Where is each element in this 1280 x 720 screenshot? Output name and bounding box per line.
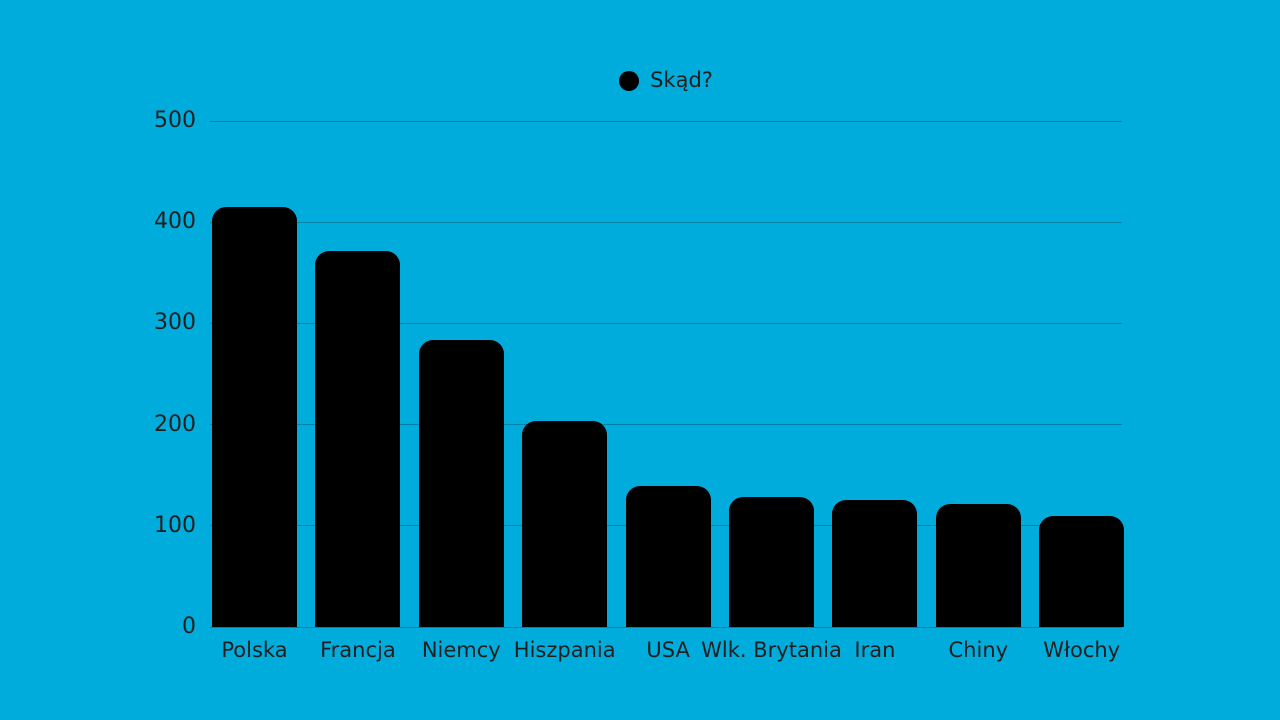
gridline-y-0 [210,626,1122,628]
x-axis-category-label: Chiny [948,638,1009,662]
y-axis-tick-label: 0 [182,614,196,639]
chart-legend: Skąd? [210,70,1122,91]
bar-wlk-brytania [729,497,814,627]
y-axis-tick-label: 100 [154,512,196,538]
bar-iran [832,500,918,627]
bar-francja [315,251,401,627]
x-axis-category-label: Niemcy [421,638,501,662]
x-axis-category-label: Wlk. Brytania [701,638,842,662]
x-axis-category-label: Iran [854,638,896,662]
bar-w-ochy [1039,516,1125,627]
gridline-y-500 [210,120,1122,122]
bar-niemcy [418,340,504,627]
gridline-y-200 [210,424,1122,426]
gridline-y-300 [210,322,1122,324]
gridline-y-400 [210,221,1122,223]
bar-usa [625,486,711,627]
x-axis-category-label: Francja [320,638,396,662]
y-axis-tick-label: 300 [154,310,196,336]
x-axis-category-label: Włochy [1043,638,1121,662]
bar-hiszpania [522,421,608,627]
legend-circle-icon [619,70,640,91]
y-axis-tick-label: 200 [154,411,196,437]
x-axis-category-label: Hiszpania [513,638,616,662]
y-axis-tick-label: 500 [154,108,196,133]
bar-chiny [935,504,1021,627]
y-axis-tick-label: 400 [154,209,196,235]
x-axis-category-label: USA [646,638,690,662]
x-axis-category-label: Polska [221,638,288,662]
bar-polska [212,207,297,627]
legend-label: Skąd? [650,68,713,92]
